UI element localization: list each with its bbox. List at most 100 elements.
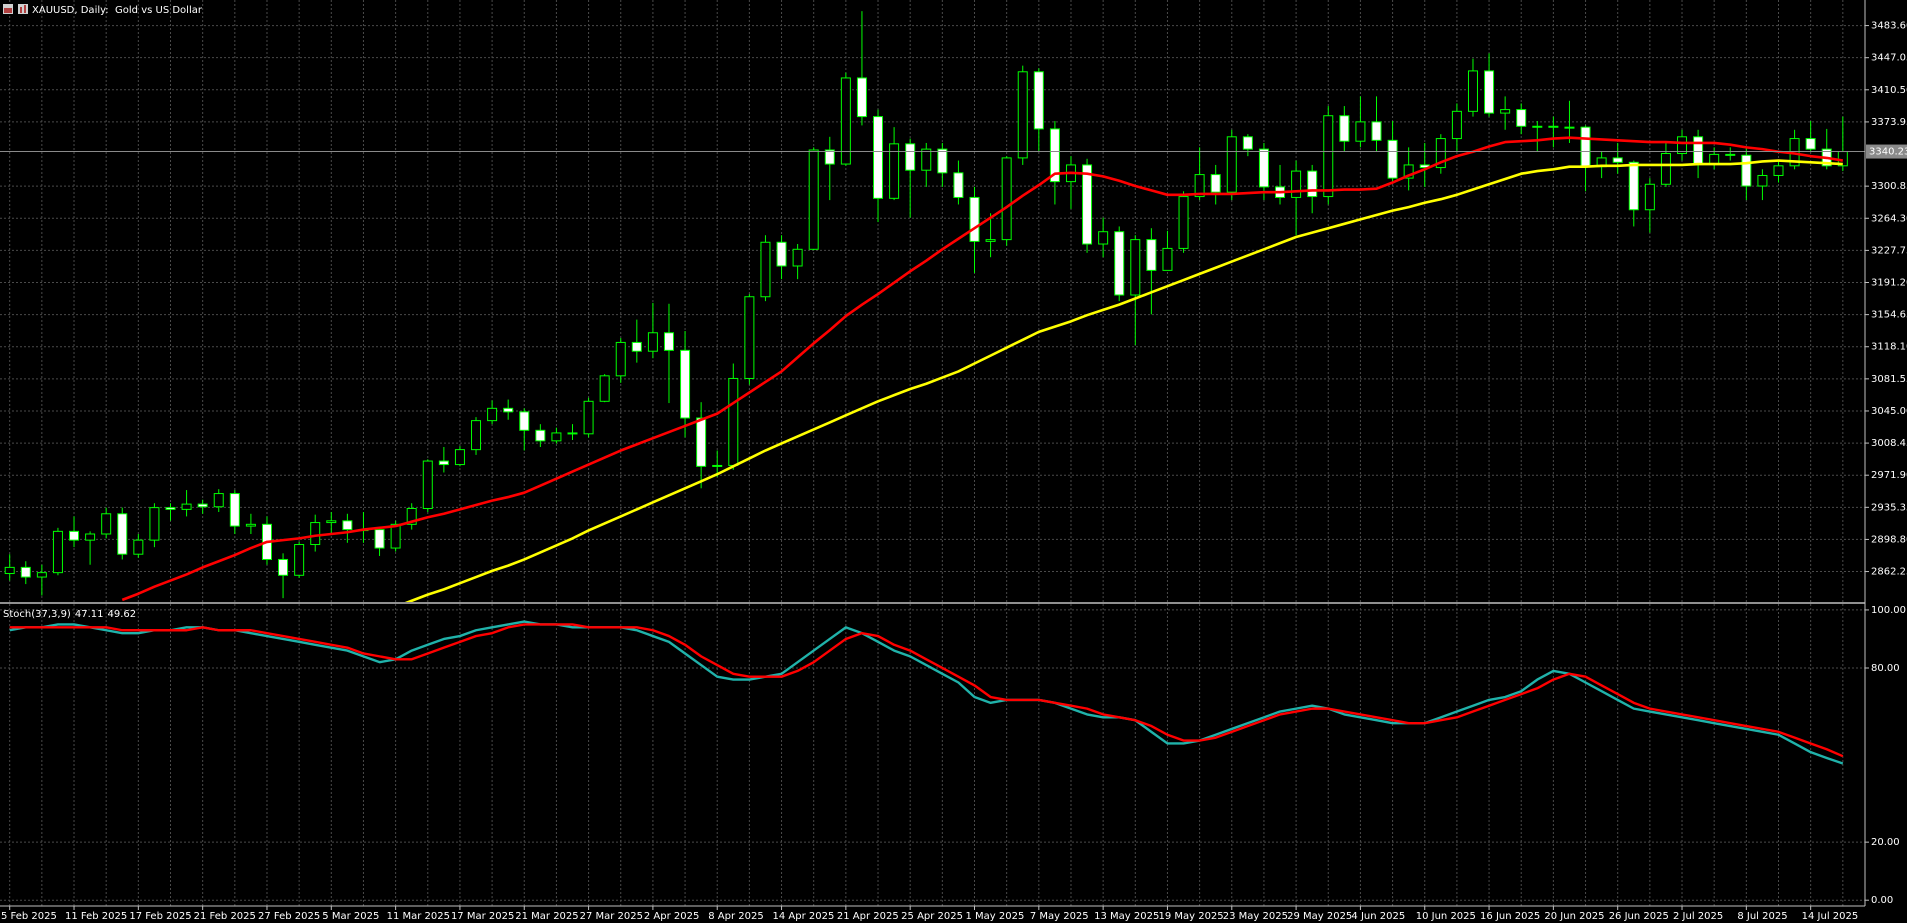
y-tick-label: 2898.80 (1871, 534, 1907, 545)
candle-body (1242, 136, 1253, 150)
x-tick-label: 11 Mar 2025 (387, 911, 450, 922)
x-tick-label: 21 Mar 2025 (515, 911, 578, 922)
candle-body (471, 420, 482, 451)
candle-body (663, 332, 674, 351)
chart-icon (18, 4, 28, 14)
candle-body (165, 507, 176, 510)
candle-body (1178, 196, 1189, 249)
candle-body (519, 411, 530, 431)
x-tick-label: 16 Jun 2025 (1480, 911, 1540, 922)
candle-body (937, 148, 948, 174)
candle-body (615, 341, 626, 377)
candle-body (1757, 174, 1768, 187)
y-tick-label: 3045.00 (1871, 406, 1907, 417)
y-tick-label: 3118.10 (1871, 342, 1907, 353)
y-tick-label: 3081.55 (1871, 374, 1907, 385)
x-tick-label: 26 Jun 2025 (1609, 911, 1669, 922)
candle-body (1660, 153, 1671, 185)
x-tick-label: 25 Apr 2025 (901, 911, 963, 922)
x-tick-label: 5 Feb 2025 (1, 911, 57, 922)
candle-body (1548, 125, 1559, 128)
x-tick-label: 27 Mar 2025 (580, 911, 643, 922)
y-tick-label: 3227.75 (1871, 245, 1907, 256)
candle-body (229, 493, 240, 527)
x-tick-label: 13 May 2025 (1094, 911, 1159, 922)
x-tick-label: 14 Jul 2025 (1802, 911, 1859, 922)
candle-body (1082, 164, 1093, 245)
indicator-signal-value: 49.62 (107, 609, 136, 620)
y-tick-label: 2935.35 (1871, 502, 1907, 513)
y-tick-label: 3154.65 (1871, 310, 1907, 321)
candle-body (1709, 153, 1720, 165)
candle-body (438, 460, 449, 466)
candle-body (1451, 110, 1462, 140)
current-price-box (1866, 144, 1907, 159)
x-tick-label: 17 Feb 2025 (129, 911, 191, 922)
candle-body (1130, 239, 1141, 296)
candle-body (905, 143, 916, 171)
candle-body (101, 513, 112, 535)
candle-body (889, 143, 900, 199)
candle-body (551, 432, 562, 442)
y-tick-label: 3264.30 (1871, 213, 1907, 224)
x-tick-label: 21 Apr 2025 (837, 911, 899, 922)
candle-body (840, 77, 851, 165)
candle-body (1226, 136, 1237, 193)
candle-body (1612, 157, 1623, 163)
candle-body (856, 77, 867, 118)
candle-body (760, 241, 771, 298)
candle-body (36, 572, 47, 578)
candle-body (1741, 154, 1752, 187)
indicator-label: Stoch(37,3,9) 47.11 49.62 (3, 609, 136, 620)
candle-body (374, 529, 385, 549)
y-tick-label: 3483.60 (1871, 21, 1907, 32)
candle-body (696, 417, 707, 467)
candle-body (1484, 70, 1495, 114)
indicator-line (121, 136, 1844, 602)
indicator-main-value: 47.11 (75, 609, 104, 620)
candle-body (133, 539, 144, 555)
axis-layer: 5 Feb 2025 11 Feb 2025 17 Feb 2025 21 Feb 2… (1, 21, 1907, 922)
candle-body (873, 116, 884, 199)
candle-body (969, 196, 980, 242)
chart-icon-part (24, 5, 26, 13)
y-tick-label: 3300.85 (1871, 181, 1907, 192)
candle-body (149, 507, 160, 541)
grid-layer (0, 0, 1865, 906)
candle-body (776, 241, 787, 267)
x-tick-label: 27 Feb 2025 (258, 911, 320, 922)
x-tick-label: 2 Jul 2025 (1673, 911, 1723, 922)
candle-body (567, 432, 578, 435)
x-tick-label: 5 Mar 2025 (322, 911, 379, 922)
candle-body (631, 341, 642, 352)
candle-body (1323, 115, 1334, 198)
x-tick-label: 20 Jun 2025 (1544, 911, 1604, 922)
candle-body (52, 530, 63, 574)
candle-body (1516, 109, 1527, 127)
candle-body (294, 544, 305, 576)
candle-body (1210, 174, 1221, 193)
candle-body (599, 375, 610, 402)
candle-body (1725, 153, 1736, 156)
y-tick-label: 20.00 (1871, 837, 1900, 848)
candle-body (1355, 121, 1366, 142)
x-tick-label: 23 May 2025 (1223, 911, 1288, 922)
candle-body (680, 349, 691, 419)
candle-body (1435, 138, 1446, 169)
x-tick-label: 1 May 2025 (966, 911, 1025, 922)
candle-body (985, 239, 996, 242)
candle-body (1532, 125, 1543, 128)
candle-body (4, 566, 15, 575)
candle-body (69, 530, 80, 541)
candle-body (1387, 139, 1398, 179)
chart-header: XAUUSD, Daily: Gold vs US Dollar (3, 4, 203, 16)
candle-body (1580, 126, 1591, 168)
candle-body (744, 296, 755, 379)
x-tick-label: 11 Feb 2025 (65, 911, 127, 922)
candle-body (1773, 165, 1784, 176)
candle-body (1146, 239, 1157, 271)
candle-body (342, 520, 353, 531)
candle-body (1677, 136, 1688, 155)
